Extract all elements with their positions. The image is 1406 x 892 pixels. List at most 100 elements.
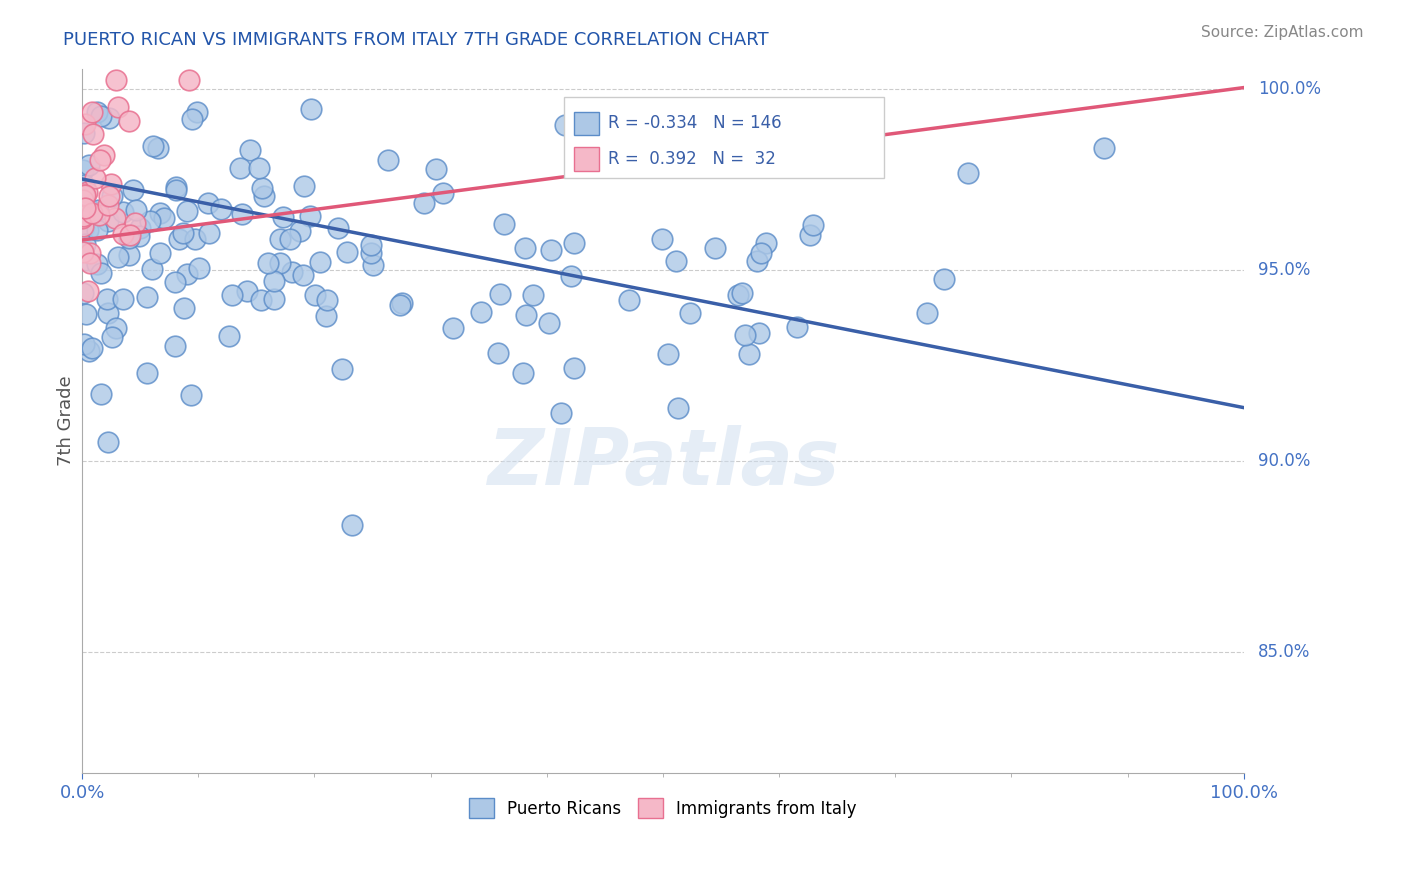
Text: ZIPatlas: ZIPatlas <box>486 425 839 501</box>
Point <box>86 223 108 237</box>
Point <box>209 202 232 216</box>
Point <box>560 269 582 284</box>
Point <box>128 221 150 235</box>
Point <box>666 401 689 416</box>
Point <box>432 186 454 200</box>
Point <box>72 211 94 225</box>
Point <box>315 309 337 323</box>
Point <box>342 518 364 533</box>
Point <box>799 227 821 242</box>
Point <box>515 308 537 322</box>
Point <box>299 209 322 223</box>
Point <box>111 292 134 306</box>
Point <box>167 232 190 246</box>
Point <box>292 268 315 283</box>
Point <box>149 206 172 220</box>
Point <box>77 284 100 298</box>
Legend: Puerto Ricans, Immigrants from Italy: Puerto Ricans, Immigrants from Italy <box>463 791 863 825</box>
Point <box>111 227 134 241</box>
Point <box>562 236 585 251</box>
Point <box>121 183 143 197</box>
Point <box>120 228 142 243</box>
FancyBboxPatch shape <box>564 96 884 178</box>
Point <box>184 231 207 245</box>
Point <box>253 189 276 203</box>
Point <box>360 238 382 252</box>
Point <box>748 326 770 340</box>
Point <box>84 170 107 185</box>
Point <box>492 217 515 231</box>
Point <box>326 221 349 235</box>
Point <box>77 158 100 172</box>
Text: 90.0%: 90.0% <box>1258 452 1310 470</box>
Point <box>72 245 94 260</box>
Point <box>72 210 94 224</box>
Point <box>101 330 124 344</box>
Point <box>562 360 585 375</box>
Point <box>198 227 221 241</box>
Point <box>389 297 412 311</box>
Point <box>288 224 311 238</box>
Point <box>734 328 756 343</box>
Point <box>236 285 259 299</box>
Point <box>163 275 186 289</box>
Point <box>104 73 127 87</box>
Point <box>82 341 104 355</box>
Point <box>97 198 120 212</box>
Point <box>90 266 112 280</box>
Text: PUERTO RICAN VS IMMIGRANTS FROM ITALY 7TH GRADE CORRELATION CHART: PUERTO RICAN VS IMMIGRANTS FROM ITALY 7T… <box>63 31 769 49</box>
Point <box>304 287 326 301</box>
Point <box>1092 141 1115 155</box>
Point <box>173 301 195 315</box>
Point <box>657 347 679 361</box>
Point <box>79 344 101 359</box>
Point <box>73 219 96 234</box>
Point <box>112 205 135 219</box>
Point <box>651 232 673 246</box>
Point <box>292 178 315 193</box>
Point <box>142 139 165 153</box>
Point <box>271 210 294 224</box>
Point <box>425 161 447 176</box>
Point <box>90 387 112 401</box>
Point <box>73 118 96 132</box>
Point <box>73 201 96 215</box>
Point <box>377 153 399 167</box>
Point <box>247 161 270 175</box>
Text: R =  0.392   N =  32: R = 0.392 N = 32 <box>609 150 776 168</box>
Point <box>141 261 163 276</box>
Point <box>197 195 219 210</box>
Point <box>97 306 120 320</box>
Point <box>554 118 576 132</box>
Point <box>148 246 170 260</box>
Point <box>89 153 111 167</box>
Point <box>738 347 761 361</box>
Point <box>89 208 111 222</box>
Point <box>336 244 359 259</box>
Point <box>221 287 243 301</box>
Point <box>118 247 141 261</box>
Point <box>665 254 688 268</box>
Point <box>704 241 727 255</box>
Point <box>72 205 94 219</box>
Point <box>231 207 253 221</box>
Point <box>100 177 122 191</box>
Point <box>165 179 187 194</box>
Point <box>72 181 94 195</box>
Point <box>187 260 209 275</box>
Point <box>956 166 979 180</box>
Point <box>124 202 146 217</box>
Point <box>148 141 170 155</box>
Point <box>86 257 108 271</box>
Point <box>72 219 94 233</box>
Point <box>76 186 98 200</box>
Point <box>72 209 94 223</box>
Point <box>86 202 108 217</box>
Point <box>786 319 808 334</box>
Point <box>177 73 200 87</box>
Point <box>163 339 186 353</box>
Point <box>90 109 112 123</box>
Point <box>72 188 94 202</box>
Point <box>749 245 772 260</box>
Point <box>747 254 769 268</box>
